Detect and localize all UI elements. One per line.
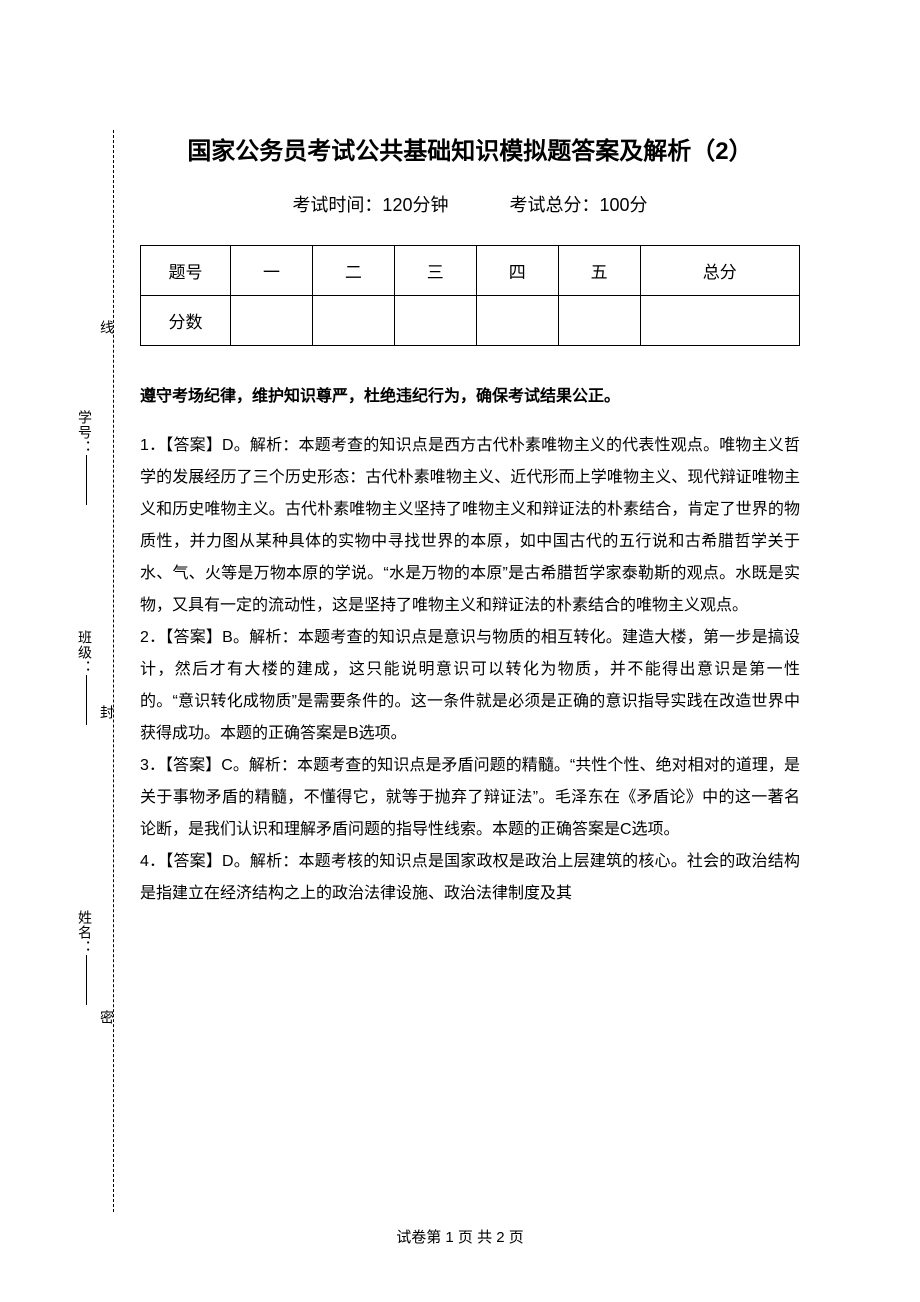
col-header: 五 bbox=[558, 246, 640, 296]
answer-3: 3．【答案】C。解析：本题考查的知识点是矛盾问题的精髓。“共性个性、绝对相对的道… bbox=[140, 750, 800, 846]
exam-time: 考试时间：120分钟 bbox=[292, 195, 448, 215]
table-row: 分数 bbox=[141, 296, 800, 346]
answer-1: 1．【答案】D。解析：本题考查的知识点是西方古代朴素唯物主义的代表性观点。唯物主… bbox=[140, 430, 800, 622]
exam-total-score: 考试总分：100分 bbox=[510, 195, 648, 215]
seal-char-xian: 线 bbox=[95, 320, 115, 336]
page-content: 国家公务员考试公共基础知识模拟题答案及解析（2） 考试时间：120分钟 考试总分… bbox=[140, 130, 800, 910]
field-name: 姓名： bbox=[73, 910, 93, 1005]
answer-4: 4．【答案】D。解析：本题考核的知识点是国家政权是政治上层建筑的核心。社会的政治… bbox=[140, 846, 800, 910]
field-class: 班级： bbox=[73, 630, 93, 725]
col-header: 一 bbox=[231, 246, 313, 296]
score-cell bbox=[394, 296, 476, 346]
field-class-label: 班级： bbox=[76, 630, 91, 675]
score-cell bbox=[231, 296, 313, 346]
row-label: 分数 bbox=[141, 296, 231, 346]
score-table: 题号 一 二 三 四 五 总分 分数 bbox=[140, 245, 800, 346]
field-id: 学号： bbox=[73, 410, 93, 505]
field-name-label: 姓名： bbox=[76, 910, 91, 955]
col-header: 总分 bbox=[640, 246, 799, 296]
table-row: 题号 一 二 三 四 五 总分 bbox=[141, 246, 800, 296]
document-title: 国家公务员考试公共基础知识模拟题答案及解析（2） bbox=[140, 130, 800, 173]
seal-dashed-line bbox=[113, 130, 114, 1212]
answer-2: 2．【答案】B。解析：本题考查的知识点是意识与物质的相互转化。建造大楼，第一步是… bbox=[140, 622, 800, 750]
seal-char-mi: 密 bbox=[95, 1010, 115, 1026]
binding-margin: 密 封 线 姓名： 班级： 学号： bbox=[95, 130, 125, 1212]
page-footer: 试卷第 1 页 共 2 页 bbox=[0, 1226, 920, 1247]
exam-info: 考试时间：120分钟 考试总分：100分 bbox=[140, 191, 800, 217]
score-cell bbox=[558, 296, 640, 346]
exam-rules: 遵守考场纪律，维护知识尊严，杜绝违纪行为，确保考试结果公正。 bbox=[140, 382, 800, 406]
score-cell bbox=[476, 296, 558, 346]
col-header: 四 bbox=[476, 246, 558, 296]
col-header: 三 bbox=[394, 246, 476, 296]
col-header: 二 bbox=[312, 246, 394, 296]
score-cell bbox=[312, 296, 394, 346]
score-cell bbox=[640, 296, 799, 346]
col-header: 题号 bbox=[141, 246, 231, 296]
field-id-label: 学号： bbox=[76, 410, 91, 455]
seal-char-feng: 封 bbox=[95, 705, 115, 721]
